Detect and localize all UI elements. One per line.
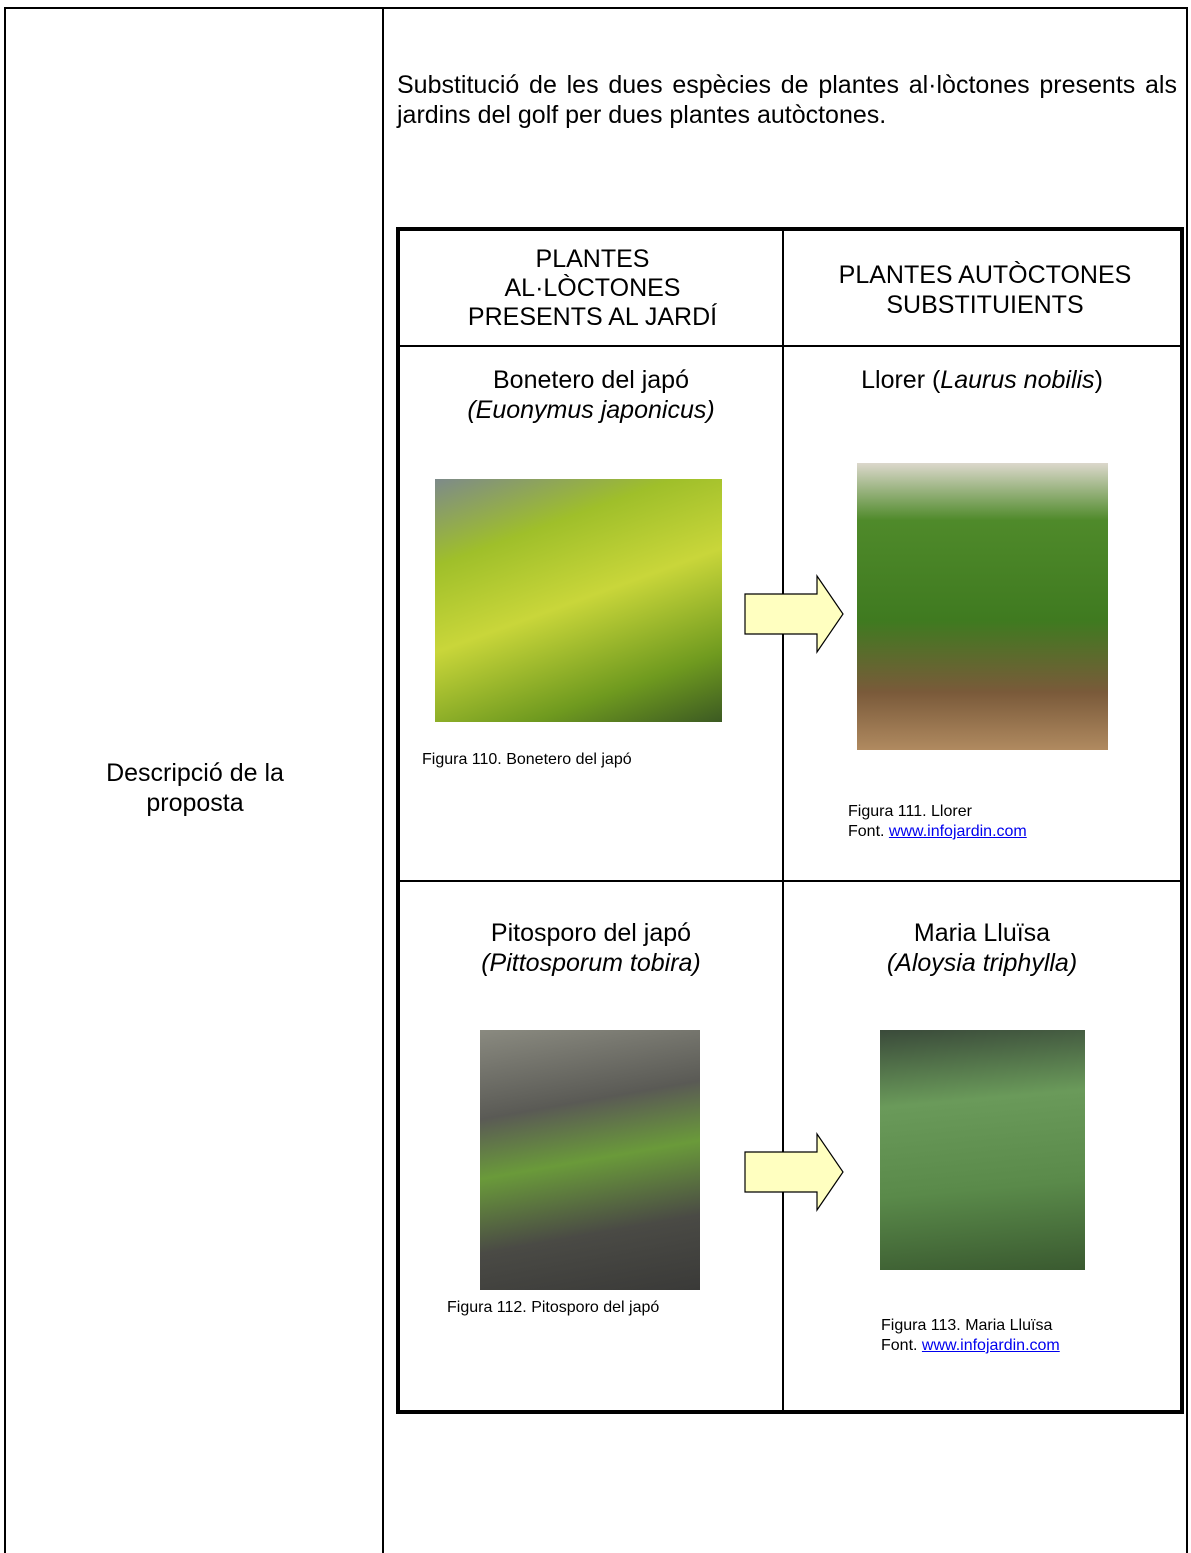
caption: Figura 113. Maria Lluïsa Font. www.infoj… xyxy=(881,1316,1060,1356)
source: Font. www.infojardin.com xyxy=(848,822,1027,842)
arrow xyxy=(744,574,844,654)
caption-text: Figura 111. Llorer xyxy=(848,803,972,820)
caption: Figura 111. Llorer Font. www.infojardin.… xyxy=(848,802,1027,842)
row-label: Descripció de la proposta xyxy=(106,759,284,817)
source-link[interactable]: www.infojardin.com xyxy=(921,1337,1060,1354)
border xyxy=(382,7,384,1553)
latin-name: Laurus nobilis xyxy=(940,366,1095,394)
source: Font. www.infojardin.com xyxy=(881,1336,1060,1356)
plant-table xyxy=(396,227,1184,1414)
border xyxy=(400,880,1180,882)
photo xyxy=(480,1030,700,1290)
caption: Figura 110. Bonetero del japó xyxy=(422,751,632,768)
latin-name: (Pittosporum tobira) xyxy=(481,949,701,977)
border xyxy=(400,345,1180,347)
latin-name: (Aloysia triphylla) xyxy=(886,949,1078,977)
plant-name: Maria Lluïsa (Aloysia triphylla) xyxy=(784,918,1180,978)
border xyxy=(4,7,1188,9)
border xyxy=(1186,7,1188,1553)
common-name: Bonetero del japó xyxy=(493,366,689,394)
common-name: Maria Lluïsa xyxy=(913,919,1051,947)
latin-name: (Euonymus japonicus) xyxy=(467,396,715,424)
border xyxy=(782,231,784,1410)
caption: Figura 112. Pitosporo del japó xyxy=(447,1299,660,1316)
source-label: Font. xyxy=(848,823,885,840)
photo xyxy=(857,463,1108,750)
common-name: Pitosporo del japó xyxy=(490,919,692,947)
plant-name: Bonetero del japó (Euonymus japonicus) xyxy=(400,365,782,425)
common-name: Llorer ( xyxy=(861,366,941,394)
plant-name: Llorer (Laurus nobilis) xyxy=(784,365,1180,395)
plant-name: Pitosporo del japó (Pittosporum tobira) xyxy=(400,918,782,978)
border xyxy=(4,7,6,1553)
photo xyxy=(435,479,722,722)
column-header: PLANTES AUTÒCTONES SUBSTITUIENTS xyxy=(838,261,1132,319)
arrow xyxy=(744,1132,844,1212)
description: Substitució de les dues espècies de plan… xyxy=(397,71,1177,129)
photo xyxy=(880,1030,1085,1270)
source-link[interactable]: www.infojardin.com xyxy=(888,823,1027,840)
caption-text: Figura 113. Maria Lluïsa xyxy=(881,1317,1053,1334)
common-name: ) xyxy=(1094,366,1103,394)
source-label: Font. xyxy=(881,1337,918,1354)
column-header: PLANTES AL·LÒCTONES PRESENTS AL JARDÍ xyxy=(467,245,718,331)
